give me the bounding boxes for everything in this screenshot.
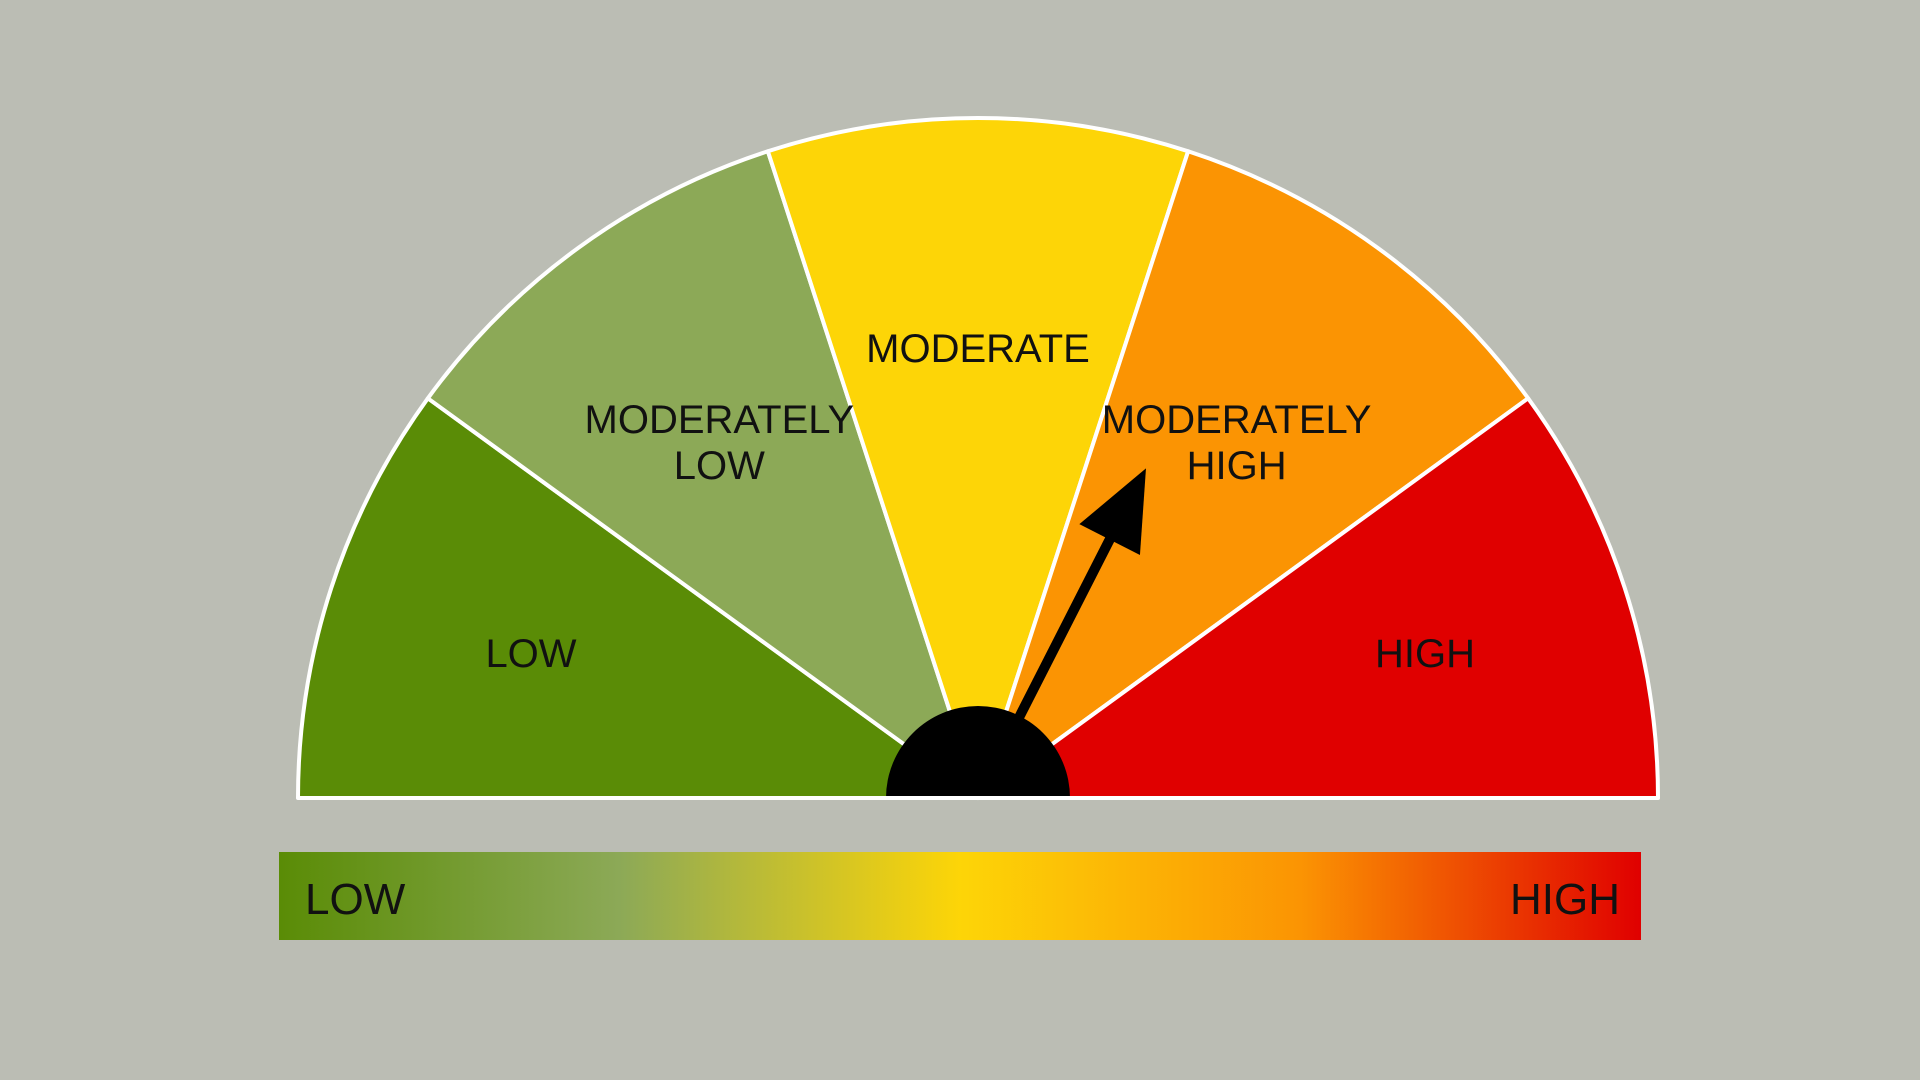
needle-shaft [1009,528,1119,729]
scale-low-label: LOW [305,875,406,924]
risk-scale-bar: LOW HIGH [279,852,1641,940]
gauge-segment-moderate [765,116,1191,800]
gauge-needle [1009,468,1146,729]
gauge-segment-moderately-high [976,149,1531,800]
scale-high-label: HIGH [1510,875,1620,924]
needle-arrowhead [1079,468,1146,556]
gauge-segment-high [976,396,1660,800]
gauge-segment-label: MODERATE [866,327,1090,371]
gauge-segment-label: MODERATELY HIGH [1102,398,1372,488]
gauge-segment-moderately-low [425,149,980,800]
gauge-segment-low [296,396,980,800]
gauge-hub-semicircle [886,706,1070,798]
gauge-segment-label: MODERATELY LOW [585,398,855,488]
scale-gradient-bar [279,852,1641,940]
gauge-segment-label: HIGH [1375,632,1475,676]
gauge-hub [298,706,1658,800]
gauge-segment-label: LOW [485,632,576,676]
gauge-segments [296,116,1660,800]
